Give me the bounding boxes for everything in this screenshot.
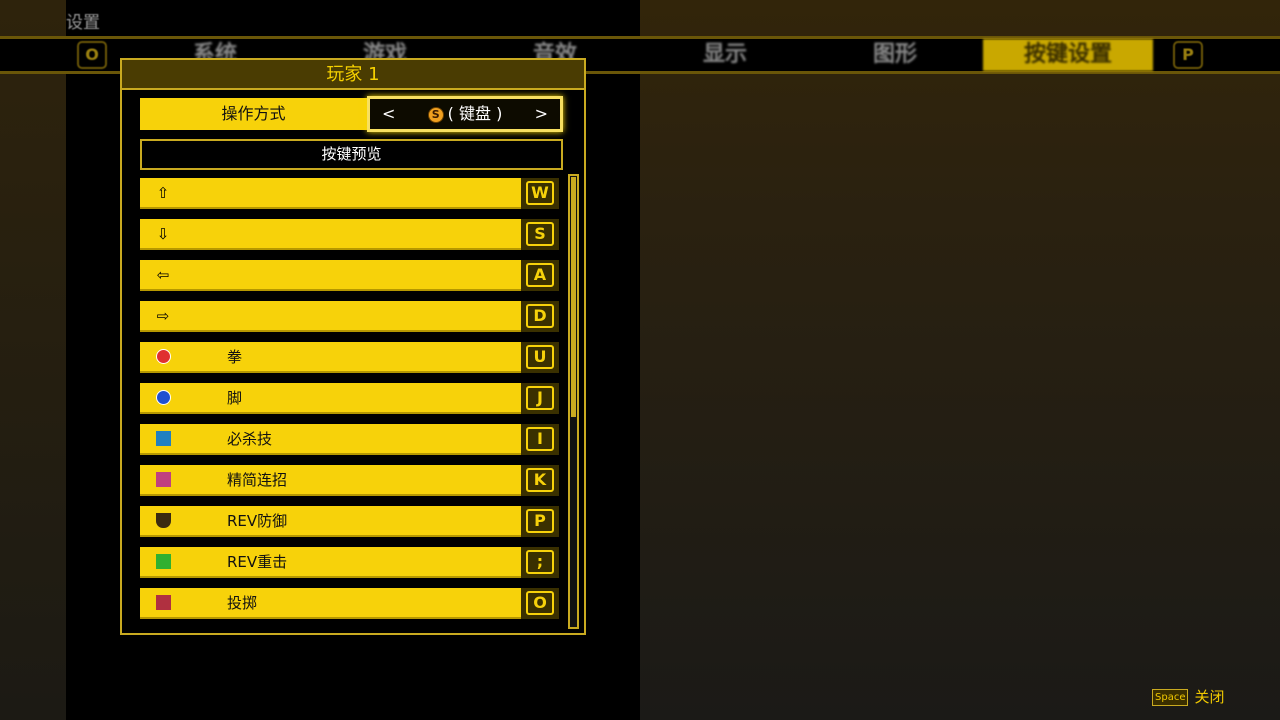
key-label: P: [526, 509, 554, 533]
panel-title: 玩家 1: [122, 60, 584, 90]
mode-next-arrow[interactable]: >: [534, 104, 548, 123]
key-label: I: [526, 427, 554, 451]
tab-graphics[interactable]: 图形: [872, 42, 917, 67]
tab-display[interactable]: 显示: [702, 42, 747, 67]
keybind-row[interactable]: REV防御 P: [140, 506, 559, 537]
action-label: 必杀技: [227, 430, 273, 448]
key-label: A: [526, 263, 554, 287]
player-keybind-panel: 玩家 1 操作方式 < S( 键盘 ) > 按键预览 ⇧ W ⇩ S ⇦ A ⇨ D 拳 U 脚 J 必…: [120, 58, 586, 635]
control-mode-value: ( 键盘 ): [447, 104, 503, 123]
auto-combo-icon: [154, 471, 172, 489]
key-label: S: [526, 222, 554, 246]
keybind-row[interactable]: ⇨ D: [140, 301, 559, 332]
background-left: [0, 0, 66, 720]
keybind-row[interactable]: 投掷 O: [140, 588, 559, 619]
key-binding[interactable]: J: [521, 383, 559, 414]
arrow-right-icon: ⇨: [156, 307, 170, 325]
key-binding[interactable]: S: [521, 219, 559, 250]
action-label: 投掷: [227, 594, 258, 612]
rev-blow-icon: [154, 553, 172, 571]
action-label: REV重击: [227, 553, 288, 571]
key-binding[interactable]: ;: [521, 547, 559, 578]
action-label: 拳: [227, 348, 243, 366]
arrow-up-icon: ⇧: [156, 184, 170, 202]
key-label: D: [526, 304, 554, 328]
key-binding[interactable]: A: [521, 260, 559, 291]
settings-title: 设置: [66, 13, 100, 33]
special-move-icon: [154, 430, 172, 448]
control-mode-label: 操作方式: [221, 104, 286, 123]
action-label: REV防御: [227, 512, 288, 530]
key-label: O: [526, 591, 554, 615]
keybind-row[interactable]: ⇦ A: [140, 260, 559, 291]
control-mode-row: 操作方式 < S( 键盘 ) >: [140, 96, 563, 132]
close-label: 关闭: [1194, 688, 1225, 706]
keybind-row[interactable]: ⇧ W: [140, 178, 559, 209]
kick-icon: [154, 389, 172, 407]
background-right: [640, 0, 1280, 720]
keybind-row[interactable]: REV重击;: [140, 547, 559, 578]
rev-guard-icon: [154, 512, 172, 530]
scrollbar-thumb[interactable]: [571, 177, 576, 417]
keybind-row[interactable]: ⇩ S: [140, 219, 559, 250]
next-tab-key[interactable]: P: [1173, 41, 1203, 69]
key-binding[interactable]: P: [521, 506, 559, 537]
keyboard-s-icon: S: [427, 107, 444, 123]
arrow-left-icon: ⇦: [156, 266, 170, 284]
key-preview-button[interactable]: 按键预览: [140, 139, 563, 170]
arrow-down-icon: ⇩: [156, 225, 170, 243]
key-label: ;: [526, 550, 554, 574]
key-label: U: [526, 345, 554, 369]
action-label: 脚: [227, 389, 243, 407]
key-binding[interactable]: O: [521, 588, 559, 619]
close-hint[interactable]: Space 关闭: [1152, 686, 1225, 707]
key-binding[interactable]: I: [521, 424, 559, 455]
keybind-row[interactable]: 精简连招 K: [140, 465, 559, 496]
mode-prev-arrow[interactable]: <: [382, 104, 396, 123]
key-binding[interactable]: K: [521, 465, 559, 496]
keybind-row[interactable]: 必杀技 I: [140, 424, 559, 455]
key-binding[interactable]: W: [521, 178, 559, 209]
key-label: W: [526, 181, 554, 205]
action-label: 精简连招: [227, 471, 288, 489]
key-binding[interactable]: U: [521, 342, 559, 373]
scrollbar[interactable]: [568, 174, 579, 629]
prev-tab-key[interactable]: O: [77, 41, 107, 69]
key-label: J: [526, 386, 554, 410]
control-mode-selector[interactable]: < S( 键盘 ) >: [367, 96, 563, 132]
throw-icon: [154, 594, 172, 612]
key-binding[interactable]: D: [521, 301, 559, 332]
tab-key-settings[interactable]: 按键设置: [983, 39, 1153, 71]
space-key-icon: Space: [1152, 689, 1189, 706]
punch-icon: [154, 348, 172, 366]
key-label: K: [526, 468, 554, 492]
